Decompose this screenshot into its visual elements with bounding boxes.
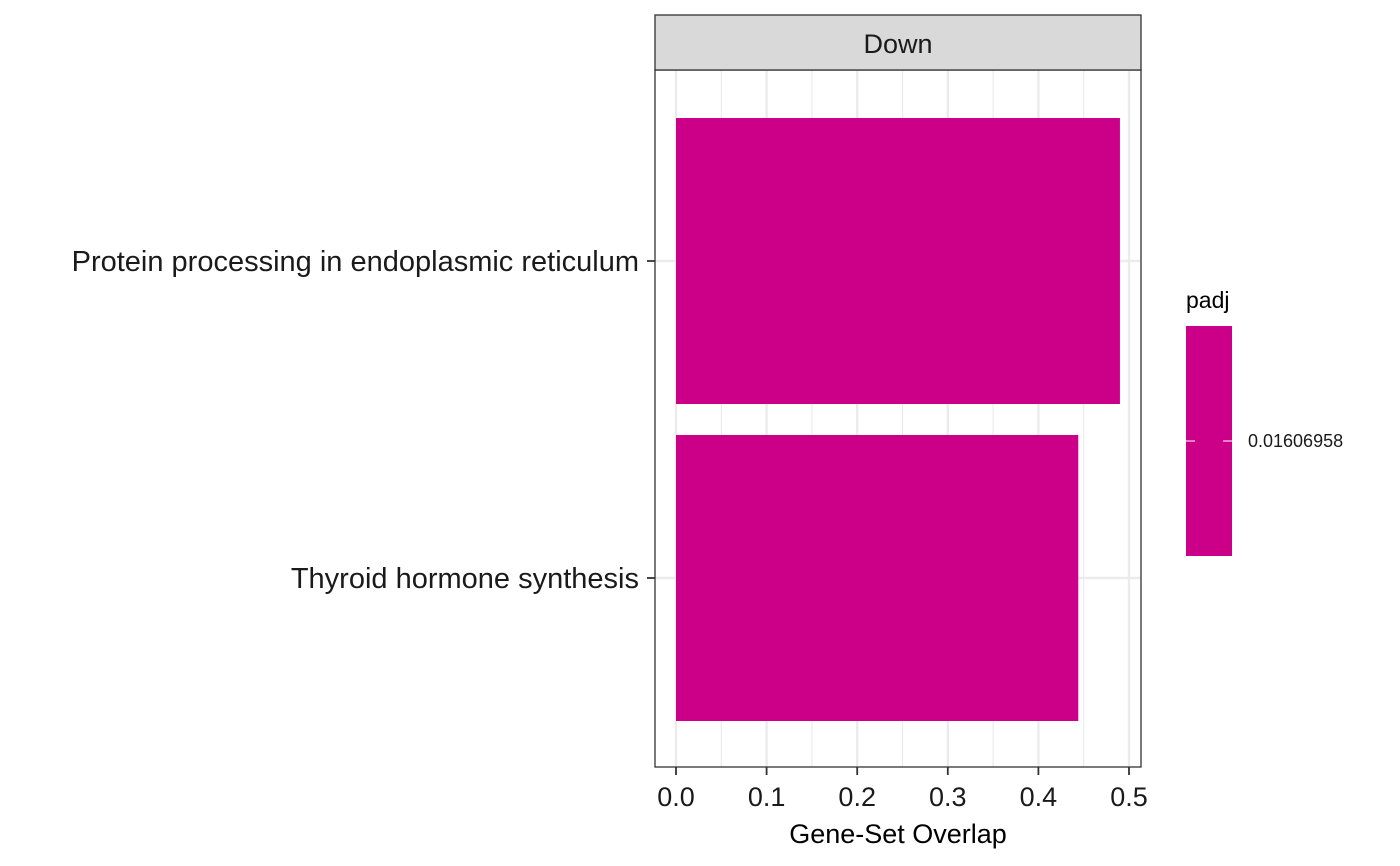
facet-strip-label: Down [863,29,932,59]
x-tick-label: 0.4 [1020,782,1058,812]
x-axis-labels: 0.0 0.1 0.2 0.3 0.4 0.5 [657,782,1148,812]
y-tick-label: Thyroid hormone synthesis [291,563,639,595]
x-tick-label: 0.5 [1110,782,1148,812]
bars [676,118,1120,721]
bar [676,118,1120,404]
x-axis-title: Gene-Set Overlap [789,819,1007,849]
x-tick-label: 0.0 [657,782,695,812]
facet-strip [654,14,1142,71]
y-axis-labels: Protein processing in endoplasmic reticu… [72,246,639,595]
x-tick-label: 0.1 [748,782,786,812]
x-tick-label: 0.2 [838,782,876,812]
bar [676,435,1079,721]
legend-title: padj [1186,287,1229,313]
x-axis-ticks [675,767,1130,775]
legend-label: 0.01606958 [1248,431,1343,451]
x-tick-label: 0.3 [929,782,967,812]
y-axis-ticks [647,260,655,579]
y-tick-label: Protein processing in endoplasmic reticu… [72,246,639,278]
